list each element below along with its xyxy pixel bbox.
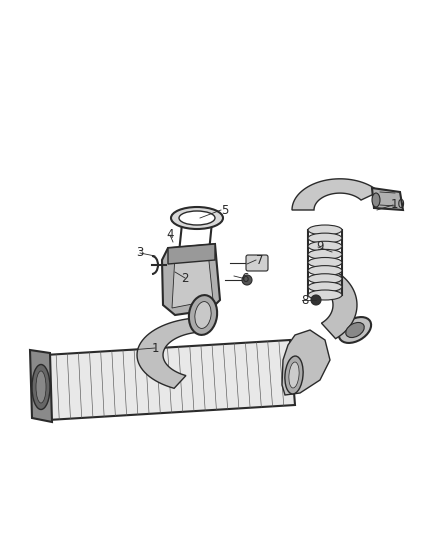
Ellipse shape	[171, 207, 223, 229]
Ellipse shape	[285, 356, 303, 394]
Text: 3: 3	[136, 246, 144, 260]
Text: 8: 8	[301, 294, 309, 306]
Ellipse shape	[308, 265, 342, 276]
Polygon shape	[292, 179, 379, 210]
Polygon shape	[172, 252, 213, 308]
Ellipse shape	[242, 275, 252, 285]
Ellipse shape	[308, 274, 342, 284]
Polygon shape	[45, 340, 295, 420]
Text: 5: 5	[221, 204, 229, 216]
Ellipse shape	[189, 295, 217, 335]
Polygon shape	[314, 265, 357, 338]
Ellipse shape	[346, 322, 364, 337]
Text: 1: 1	[151, 342, 159, 354]
Polygon shape	[30, 350, 52, 422]
Polygon shape	[372, 188, 403, 210]
Ellipse shape	[308, 290, 342, 300]
Ellipse shape	[372, 193, 380, 207]
Text: 2: 2	[181, 271, 189, 285]
Text: 4: 4	[166, 229, 174, 241]
Polygon shape	[162, 244, 220, 315]
Ellipse shape	[32, 365, 50, 409]
Ellipse shape	[308, 282, 342, 292]
Ellipse shape	[289, 362, 299, 388]
Ellipse shape	[36, 371, 46, 403]
Polygon shape	[137, 318, 205, 389]
Ellipse shape	[308, 257, 342, 268]
FancyBboxPatch shape	[246, 255, 268, 271]
Polygon shape	[282, 330, 330, 395]
Ellipse shape	[339, 317, 371, 343]
Ellipse shape	[311, 295, 321, 305]
Text: 9: 9	[316, 240, 324, 254]
Ellipse shape	[195, 302, 211, 328]
Text: 7: 7	[256, 254, 264, 266]
Ellipse shape	[308, 233, 342, 243]
Text: 6: 6	[241, 271, 249, 285]
Ellipse shape	[308, 241, 342, 251]
Ellipse shape	[179, 211, 215, 225]
Ellipse shape	[308, 249, 342, 260]
Polygon shape	[168, 244, 215, 264]
Text: 10: 10	[391, 198, 406, 212]
Ellipse shape	[308, 225, 342, 235]
